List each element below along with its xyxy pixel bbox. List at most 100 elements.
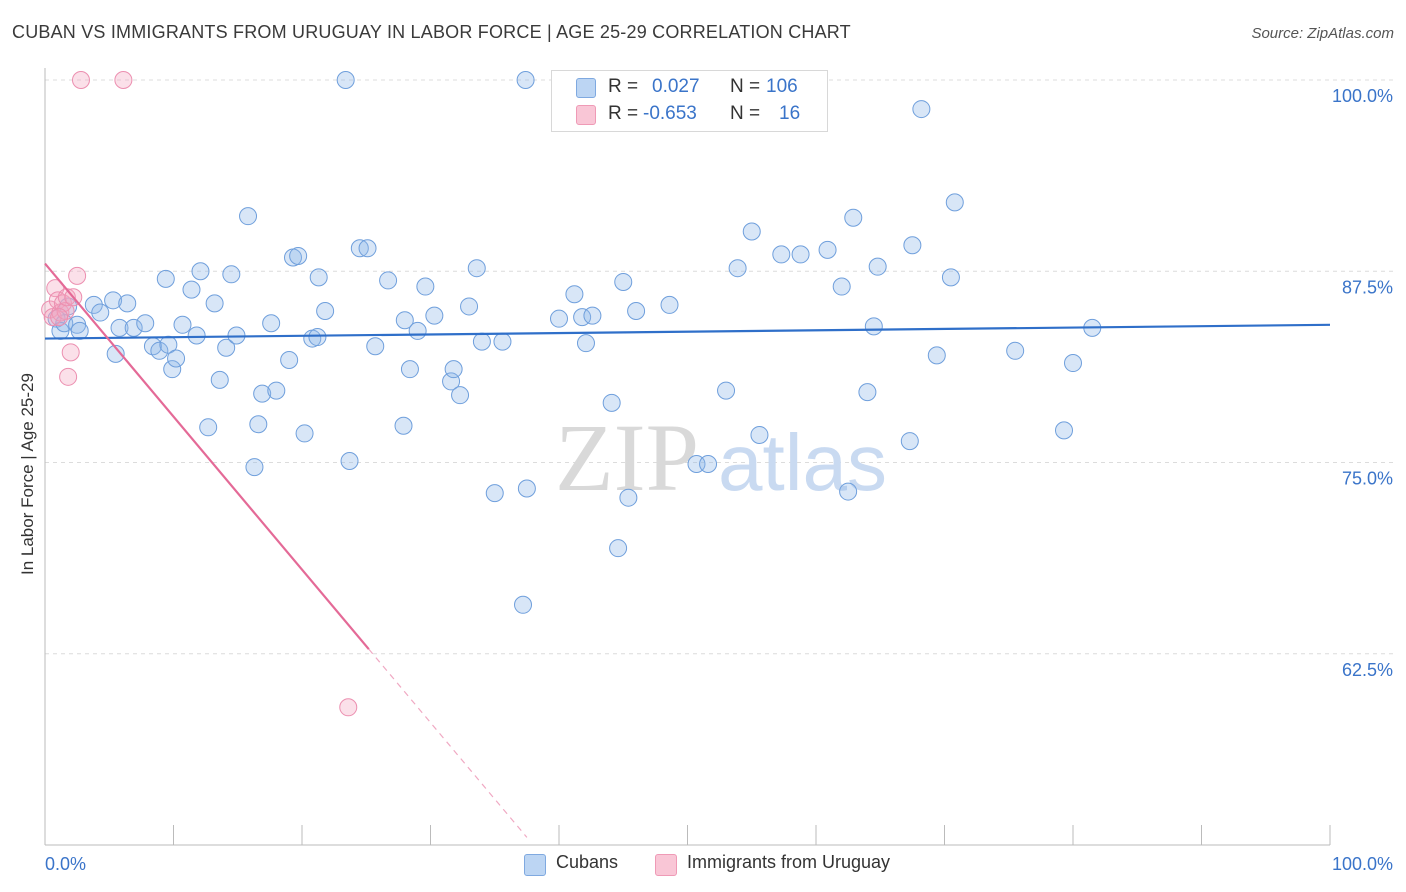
legend-r-label: R = (608, 103, 639, 124)
cuban-point (340, 451, 359, 470)
y-axis-label: In Labor Force | Age 25-29 (18, 373, 37, 575)
cuban-point (550, 309, 568, 328)
cuban-point (124, 318, 143, 337)
uruguay-point (339, 698, 358, 717)
cuban-point (858, 383, 877, 402)
cuban-point (156, 269, 175, 288)
cuban-point (280, 350, 299, 369)
cuban-point (394, 416, 413, 435)
cuban-point (163, 360, 182, 379)
cuban-point (516, 71, 535, 89)
cuban-point (614, 272, 633, 291)
cuban-point (772, 245, 791, 264)
cubans-legend-swatch (524, 854, 546, 876)
cuban-point (1006, 341, 1025, 360)
y-tick-label: 75.0% (1342, 469, 1393, 489)
axes (44, 68, 1331, 846)
cuban-point (717, 381, 736, 400)
watermark-zip: ZIP (555, 404, 699, 511)
cuban-point (289, 246, 308, 265)
uruguay-legend-swatch (655, 854, 677, 876)
cuban-point (1064, 354, 1082, 373)
cuban-point (316, 302, 335, 321)
cuban-point (864, 317, 883, 336)
trend-lines (44, 262, 1331, 838)
cuban-point (699, 455, 718, 474)
cuban-point (350, 239, 369, 258)
cuban-point (941, 268, 960, 287)
cuban-point (118, 294, 137, 313)
cubans-trend-line (44, 323, 1331, 340)
cuban-point (927, 346, 946, 365)
y-tick-label: 100.0% (1332, 86, 1393, 106)
cuban-point (262, 314, 281, 333)
uruguay-point (50, 308, 69, 327)
cuban-point (308, 328, 327, 347)
cuban-point (199, 418, 218, 437)
x-tick-label-max: 100.0% (1332, 854, 1393, 874)
cuban-point (70, 321, 89, 340)
cuban-point (912, 100, 931, 119)
tick-labels: 100.0% 87.5% 75.0% 62.5% 0.0% 100.0% (45, 86, 1393, 874)
cuban-point (173, 315, 192, 334)
legend-n-value: 106 (766, 76, 798, 97)
cuban-point (493, 332, 512, 351)
cuban-point (253, 384, 272, 403)
legend-r-value: 0.027 (652, 76, 700, 97)
cuban-point (136, 314, 155, 333)
cubans-swatch (576, 78, 596, 98)
uruguay-trend-extension (368, 648, 528, 838)
cuban-point (750, 425, 769, 444)
legend-n-value: 16 (779, 103, 801, 124)
uruguay-point (114, 71, 133, 89)
legend-r-label: R = (608, 76, 639, 97)
cuban-point (583, 306, 602, 325)
cuban-point (467, 259, 486, 278)
cuban-point (945, 193, 964, 212)
cuban-point (472, 332, 491, 351)
cuban-point (627, 302, 646, 321)
cuban-point (249, 415, 268, 434)
cuban-point (900, 432, 919, 451)
cuban-point (191, 262, 210, 281)
cuban-point (609, 539, 628, 558)
cuban-point (868, 257, 887, 276)
source-credit: Source: ZipAtlas.com (1251, 25, 1394, 42)
cuban-point (451, 386, 470, 405)
cuban-point (517, 479, 536, 498)
cubans-points (47, 71, 1102, 614)
uruguay-point (71, 71, 90, 89)
cuban-point (358, 239, 377, 258)
watermark-atlas: atlas (718, 418, 887, 507)
cuban-point (150, 341, 169, 360)
legend-n-label: N = (730, 103, 761, 124)
cuban-point (222, 265, 241, 284)
gridlines (45, 79, 1395, 655)
cubans-legend-label: Cubans (556, 852, 619, 872)
cuban-point (400, 360, 419, 379)
x-tick-label-min: 0.0% (45, 854, 86, 874)
cuban-point (425, 306, 444, 325)
legend-n-label: N = (730, 76, 761, 97)
cuban-point (106, 344, 125, 363)
cuban-point (660, 295, 679, 314)
watermark: ZIP atlas (555, 404, 887, 511)
cuban-point (205, 294, 224, 313)
cuban-point (187, 326, 206, 345)
uruguay-point (61, 343, 80, 362)
cuban-point (416, 277, 435, 296)
uruguay-point (59, 367, 78, 386)
cuban-point (245, 458, 264, 477)
cuban-point (295, 424, 314, 443)
cuban-point (395, 311, 414, 330)
cuban-point (514, 595, 533, 614)
uruguay-points (41, 71, 358, 717)
cuban-point (576, 334, 595, 353)
cuban-point (91, 303, 110, 322)
cuban-point (104, 291, 123, 310)
cuban-point (182, 280, 201, 299)
uruguay-point (68, 266, 87, 285)
cuban-point (565, 285, 584, 304)
chart-title: CUBAN VS IMMIGRANTS FROM URUGUAY IN LABO… (12, 22, 851, 42)
